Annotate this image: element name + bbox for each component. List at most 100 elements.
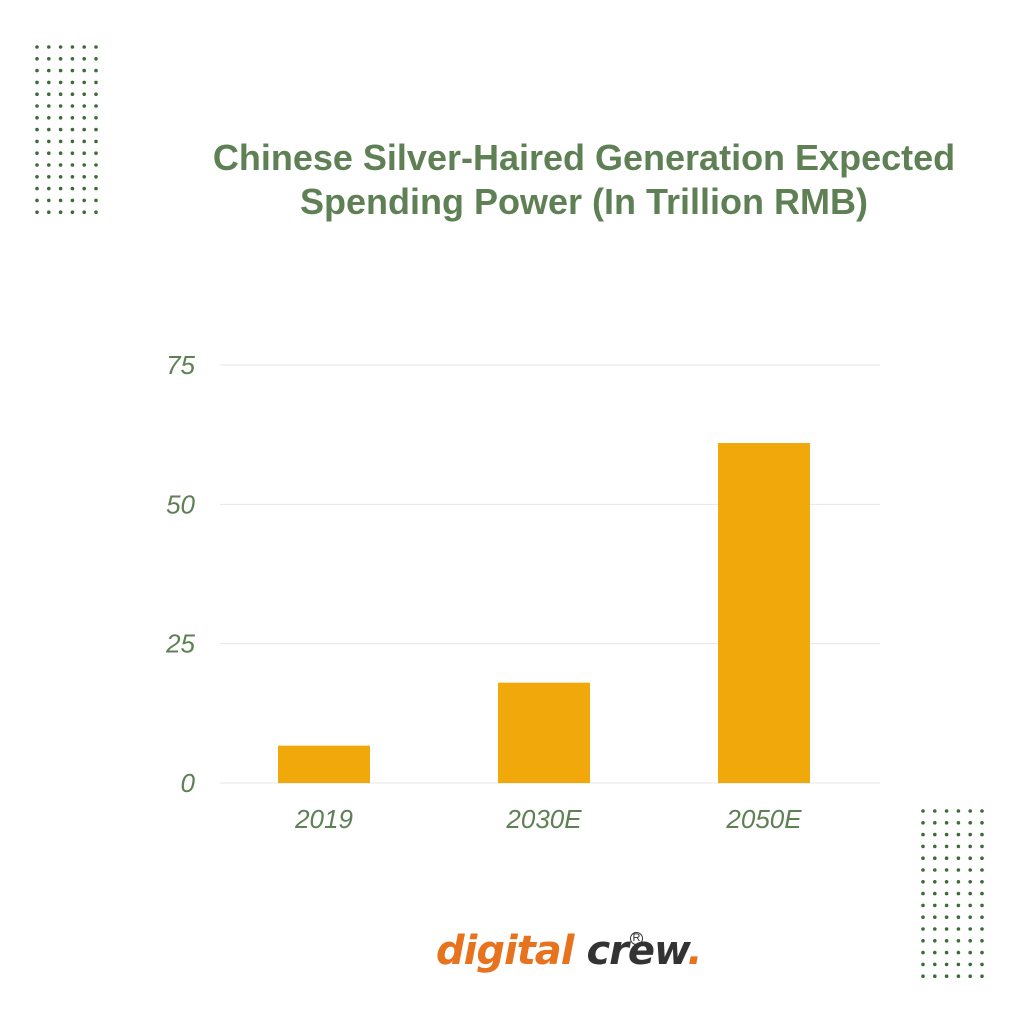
decorative-dot [47, 139, 51, 144]
decorative-dot [70, 151, 75, 155]
decorative-dot [94, 139, 98, 144]
decorative-dot [944, 844, 949, 849]
decorative-dot [921, 856, 925, 860]
decorative-dot [944, 962, 949, 967]
y-tick-label: 75 [166, 350, 195, 380]
decorative-dot [58, 116, 63, 120]
decorative-dot [35, 92, 39, 96]
decorative-dot [70, 186, 75, 191]
x-tick-label: 2019 [294, 804, 353, 834]
decorative-dot [35, 116, 39, 120]
decorative-dot [980, 809, 984, 813]
decorative-dot [82, 210, 86, 214]
decorative-dot [47, 210, 51, 214]
decorative-dot [921, 950, 925, 955]
decorative-dot [944, 950, 949, 955]
decorative-dot [980, 974, 984, 978]
chart-title-line-2: Spending Power (In Trillion RMB) [300, 181, 868, 222]
decorative-dot-grid-bottom-right [920, 808, 992, 980]
decorative-dot [82, 104, 86, 108]
decorative-dot [944, 880, 949, 884]
decorative-dot [921, 939, 925, 943]
decorative-dot [956, 915, 961, 919]
decorative-dot [47, 57, 51, 61]
decorative-dot [35, 45, 39, 49]
decorative-dot [968, 939, 972, 943]
decorative-dot [933, 950, 937, 955]
decorative-dot [70, 104, 75, 108]
decorative-dot [70, 68, 75, 73]
decorative-dot [968, 868, 972, 872]
y-tick-label: 25 [165, 629, 195, 659]
decorative-dot [82, 80, 86, 85]
decorative-dot [70, 116, 75, 120]
decorative-dot [35, 198, 39, 203]
decorative-dot [35, 186, 39, 191]
decorative-dot [944, 939, 949, 943]
decorative-dot [58, 139, 63, 144]
decorative-dot [47, 45, 51, 49]
decorative-dot [82, 186, 86, 191]
decorative-dot [58, 80, 63, 85]
decorative-dot [94, 57, 98, 61]
decorative-dot [47, 198, 51, 203]
decorative-dot [921, 844, 925, 849]
decorative-dot [980, 868, 984, 872]
y-tick-label: 50 [166, 489, 195, 519]
decorative-dot [933, 915, 937, 919]
decorative-dot [968, 821, 972, 825]
decorative-dot [956, 809, 961, 813]
decorative-dot [70, 127, 75, 132]
decorative-dot [933, 962, 937, 967]
decorative-dot [968, 974, 972, 978]
decorative-dot [956, 856, 961, 860]
decorative-dot [82, 127, 86, 132]
decorative-dot [980, 856, 984, 860]
decorative-dot-grid-top-left [34, 44, 106, 216]
decorative-dot [968, 927, 972, 931]
decorative-dot [933, 891, 937, 896]
decorative-dot [933, 832, 937, 837]
decorative-dot [70, 210, 75, 214]
decorative-dot [82, 68, 86, 73]
decorative-dot [921, 868, 925, 872]
decorative-dot [58, 45, 63, 49]
decorative-dot [82, 151, 86, 155]
decorative-dot [944, 832, 949, 837]
decorative-dot [35, 68, 39, 73]
decorative-dot [70, 139, 75, 144]
registered-mark-icon: R [630, 932, 643, 945]
decorative-dot [58, 151, 63, 155]
decorative-dot [47, 127, 51, 132]
digital-crew-logo: digital crew. R [436, 928, 703, 992]
decorative-dot [94, 68, 98, 73]
decorative-dot [94, 210, 98, 214]
decorative-dot [35, 210, 39, 214]
decorative-dot [944, 915, 949, 919]
decorative-dot [968, 950, 972, 955]
decorative-dot [956, 962, 961, 967]
decorative-dot [933, 809, 937, 813]
decorative-dot [58, 198, 63, 203]
decorative-dot [70, 92, 75, 96]
decorative-dot [58, 175, 63, 179]
decorative-dot [921, 809, 925, 813]
decorative-dot [956, 927, 961, 931]
decorative-dot [921, 821, 925, 825]
decorative-dot [933, 856, 937, 860]
chart-title: Chinese Silver-Haired Generation Expecte… [150, 136, 1018, 224]
decorative-dot [980, 927, 984, 931]
decorative-dot [968, 880, 972, 884]
decorative-dot [933, 939, 937, 943]
decorative-dot [980, 821, 984, 825]
decorative-dot [956, 832, 961, 837]
decorative-dot [956, 821, 961, 825]
decorative-dot [968, 832, 972, 837]
decorative-dot [980, 832, 984, 837]
decorative-dot [82, 163, 86, 167]
decorative-dot [35, 57, 39, 61]
decorative-dot [94, 175, 98, 179]
logo-word-digital: digital [436, 928, 575, 974]
decorative-dot [933, 927, 937, 931]
logo-dot: . [687, 928, 702, 974]
